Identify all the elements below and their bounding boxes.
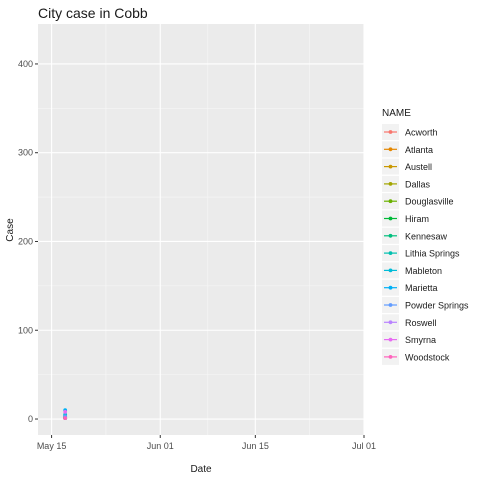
- legend: Acworth Atlanta Austell Dallas Douglasville H…: [382, 124, 469, 365]
- legend-label: Lithia Springs: [405, 249, 460, 259]
- legend-key-point: [388, 199, 393, 204]
- x-axis: May 15 Jun 01 Jun 15 Jul 01: [37, 435, 376, 451]
- legend-key-point: [388, 355, 393, 359]
- y-tick-label: 400: [18, 59, 33, 69]
- major-gridlines: [38, 24, 365, 435]
- legend-label: Atlanta: [405, 145, 433, 155]
- y-axis: 0 100 200 300 400: [18, 59, 38, 424]
- legend-label: Woodstock: [405, 352, 450, 362]
- legend-label: Marietta: [405, 283, 438, 293]
- legend-key-point: [388, 320, 393, 325]
- y-tick-label: 300: [18, 148, 33, 158]
- legend-key-point: [388, 268, 393, 273]
- legend-title: NAME: [382, 108, 411, 119]
- data-marks: [63, 408, 68, 421]
- legend-label: Powder Springs: [405, 301, 469, 311]
- x-tick-label: Jun 15: [242, 441, 269, 451]
- data-point: [63, 410, 68, 414]
- data-point: [63, 416, 68, 421]
- legend-key-point: [388, 251, 393, 256]
- x-tick-label: Jul 01: [352, 441, 376, 451]
- legend-key-point: [388, 303, 393, 307]
- legend-key-point: [388, 130, 393, 134]
- legend-key-point: [388, 164, 393, 169]
- legend-key-point: [388, 147, 393, 152]
- legend-label: Dallas: [405, 179, 431, 189]
- legend-label: Roswell: [405, 318, 437, 328]
- y-tick-label: 0: [28, 414, 33, 424]
- y-tick-label: 200: [18, 236, 33, 246]
- legend-label: Mableton: [405, 266, 442, 276]
- legend-label: Hiram: [405, 214, 429, 224]
- legend-key-point: [388, 182, 393, 186]
- legend-key-point: [388, 337, 393, 342]
- x-tick-label: Jun 01: [147, 441, 174, 451]
- x-axis-title: Date: [190, 464, 212, 475]
- minor-gridlines: [38, 24, 364, 435]
- y-tick-label: 100: [18, 325, 33, 335]
- legend-key-point: [388, 216, 393, 221]
- legend-label: Smyrna: [405, 335, 436, 345]
- legend-key-point: [388, 285, 393, 290]
- legend-key-point: [388, 233, 393, 238]
- x-tick-label: May 15: [37, 441, 67, 451]
- y-axis-title: Case: [5, 218, 16, 242]
- legend-label: Kennesaw: [405, 231, 448, 241]
- legend-label: Acworth: [405, 128, 438, 138]
- legend-label: Douglasville: [405, 197, 454, 207]
- plot-panel: [38, 24, 364, 435]
- legend-label: Austell: [405, 162, 432, 172]
- chart-title: City case in Cobb: [38, 5, 148, 21]
